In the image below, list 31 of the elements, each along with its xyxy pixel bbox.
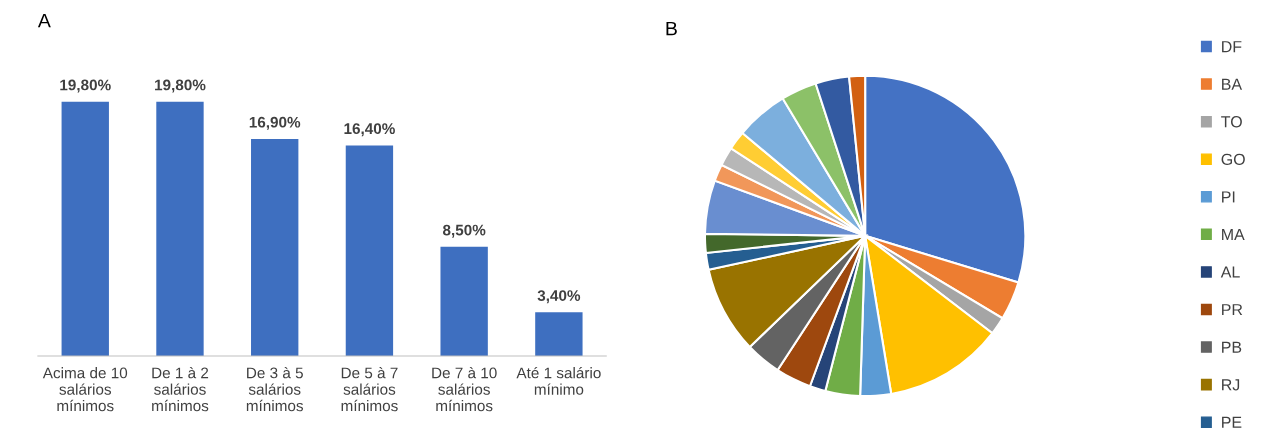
x-tick-label: Acima de 10 salários mínimos <box>42 367 128 412</box>
legend-label: BA <box>1222 78 1243 90</box>
bar <box>535 312 583 356</box>
data-label: 16,40% <box>344 123 395 137</box>
legend-label: PR <box>1222 304 1243 316</box>
legend-label: TO <box>1221 116 1242 128</box>
x-tick-label: Até 1 salário mínimo <box>516 366 601 395</box>
legend-label: DF <box>1222 41 1242 53</box>
data-label: 19,80% <box>155 79 206 93</box>
legend-label: GO <box>1221 153 1245 165</box>
legend-label: PB <box>1222 341 1242 353</box>
chart-title: A <box>37 13 51 28</box>
data-label: 8,50% <box>442 224 486 238</box>
data-label: 19,80% <box>60 79 111 93</box>
legend-label: AL <box>1220 266 1240 278</box>
bar <box>251 138 299 356</box>
data-label: 16,90% <box>249 116 301 130</box>
x-tick-label: De 1 à 2 salários mínimos <box>152 366 209 412</box>
bar <box>156 101 204 356</box>
legend-label: PI <box>1222 191 1235 203</box>
legend-label: MA <box>1222 228 1245 240</box>
x-tick-label: De 7 à 10 salários mínimos <box>432 366 497 412</box>
x-tick-label: De 5 à 7 salários mínimos <box>341 366 398 412</box>
chart-title: B <box>666 21 677 36</box>
legend-label: PE <box>1222 416 1242 428</box>
legend-label: RJ <box>1222 379 1240 391</box>
bar <box>61 101 109 356</box>
bar <box>440 246 488 356</box>
x-tick-label: De 3 à 5 salários mínimos <box>246 366 304 412</box>
bar <box>345 145 394 356</box>
data-label: 3,40% <box>537 290 581 304</box>
